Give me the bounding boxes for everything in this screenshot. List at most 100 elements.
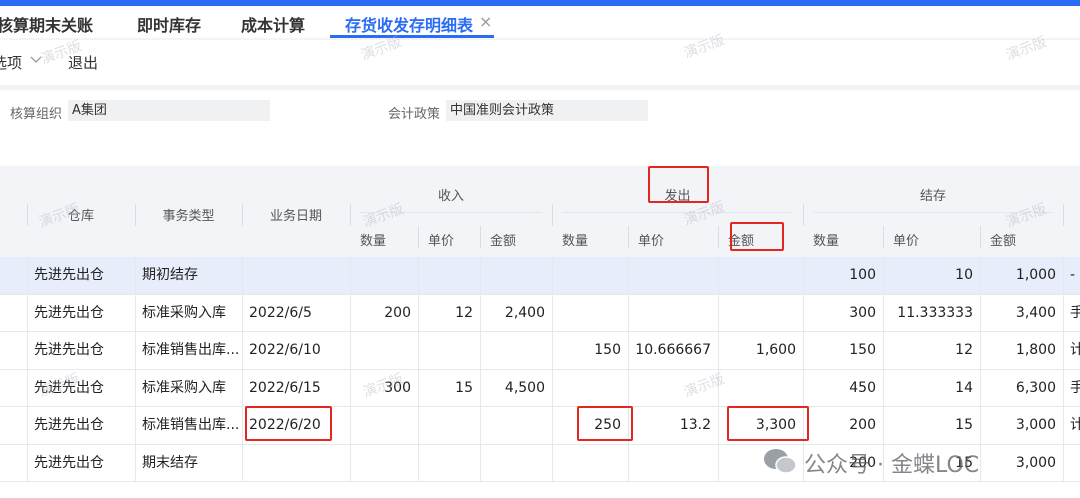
tab[interactable]: 核算期末关账 xyxy=(0,16,94,35)
cell-border xyxy=(718,444,719,482)
cell-border xyxy=(718,257,719,295)
table-cell: 11.333333 xyxy=(897,304,973,321)
table-cell: 2022/6/20 xyxy=(249,417,321,433)
highlight-box xyxy=(648,166,709,203)
table-cell: 15 xyxy=(455,379,473,396)
highlight-box xyxy=(730,222,784,251)
table-cell: 先进先出仓 xyxy=(34,454,104,471)
table-cell: 先进先出仓 xyxy=(34,417,104,433)
cell-border xyxy=(883,332,884,370)
group-header: 收入 xyxy=(437,189,464,204)
table-cell: 1,000 xyxy=(1015,267,1056,283)
cell-border xyxy=(552,444,553,482)
table-cell: 期末结存 xyxy=(142,454,198,471)
footer-watermark: 公众号 · 金蝶LOC xyxy=(804,453,980,478)
cell-border xyxy=(350,294,351,332)
column-header: 数量 xyxy=(562,234,589,249)
cell-border xyxy=(27,407,28,445)
cell-border xyxy=(27,257,28,295)
cell-border xyxy=(135,444,136,482)
tab-active[interactable]: 存货收发存明细表 xyxy=(345,16,474,35)
cell-border xyxy=(552,332,553,370)
cell-border xyxy=(135,407,136,445)
cell-border xyxy=(418,257,419,295)
table-cell: 200 xyxy=(384,304,411,321)
filter-input[interactable]: A集团 xyxy=(68,100,270,121)
cell-border xyxy=(1063,294,1064,332)
table-cell: 300 xyxy=(849,304,876,321)
table-cell: 150 xyxy=(594,342,621,358)
highlight-box xyxy=(577,406,633,441)
filter-label: 会计政策 xyxy=(388,107,441,122)
cell-border xyxy=(1063,407,1064,445)
filter-label: 核算组织 xyxy=(10,107,63,122)
filter-input[interactable]: 中国准则会计政策 xyxy=(446,100,648,121)
tab[interactable]: 成本计算 xyxy=(241,16,306,35)
cell-border xyxy=(242,444,243,482)
cell-border xyxy=(552,369,553,407)
table-cell: 15 xyxy=(955,454,973,471)
cell-border xyxy=(135,332,136,370)
table-cell: 先进先出仓 xyxy=(34,342,104,358)
options-button[interactable]: 选项 xyxy=(0,54,23,72)
cell-border xyxy=(628,407,629,445)
table-cell: 10 xyxy=(955,267,973,283)
column-header: 数量 xyxy=(360,234,387,249)
table-cell: 3,000 xyxy=(1015,417,1056,433)
cell-border xyxy=(242,257,243,295)
cell-border xyxy=(135,257,136,295)
header-divider xyxy=(980,226,981,248)
cell-border xyxy=(27,444,28,482)
header-divider xyxy=(883,226,884,248)
cell-border xyxy=(27,332,28,370)
table-cell: 标准销售出库... xyxy=(142,342,240,358)
group-header: 结存 xyxy=(919,189,946,204)
cell-border xyxy=(980,332,981,370)
cell-border xyxy=(418,407,419,445)
table-cell: - xyxy=(1070,267,1076,283)
header-divider xyxy=(562,212,793,213)
cell-border xyxy=(350,332,351,370)
table-row xyxy=(0,444,1080,482)
table-cell: 先进先出仓 xyxy=(34,379,104,396)
cell-border xyxy=(718,332,719,370)
column-header: 业务日期 xyxy=(269,209,322,224)
cell-border xyxy=(418,369,419,407)
tab-close[interactable]: × xyxy=(479,12,493,31)
table-cell: 2,400 xyxy=(504,304,545,321)
cell-border xyxy=(552,407,553,445)
cell-border xyxy=(27,369,28,407)
tab[interactable]: 即时库存 xyxy=(137,16,202,35)
table-row xyxy=(0,257,1080,295)
column-header: 单价 xyxy=(428,234,455,249)
dropdown-icon xyxy=(30,56,42,63)
cell-border xyxy=(980,407,981,445)
cell-border xyxy=(718,294,719,332)
cell-border xyxy=(480,257,481,295)
cell-border xyxy=(883,407,884,445)
column-header: 事务类型 xyxy=(162,209,215,224)
top-bar xyxy=(0,0,1080,6)
header-divider xyxy=(360,212,542,213)
cell-border xyxy=(980,369,981,407)
exit-button[interactable]: 退出 xyxy=(68,54,99,72)
cell-border xyxy=(1063,444,1064,482)
cell-border xyxy=(552,294,553,332)
table-row xyxy=(0,407,1080,445)
cell-border xyxy=(418,444,419,482)
cell-border xyxy=(883,444,884,482)
header-divider xyxy=(350,204,351,226)
table-cell: 3,400 xyxy=(1015,304,1056,321)
cell-border xyxy=(242,407,243,445)
column-header: 数量 xyxy=(813,234,840,249)
cell-border xyxy=(803,407,804,445)
cell-border xyxy=(480,407,481,445)
cell-border xyxy=(480,444,481,482)
header-divider xyxy=(480,226,481,248)
cell-border xyxy=(135,294,136,332)
cell-border xyxy=(628,444,629,482)
header-divider xyxy=(1063,204,1064,226)
table-cell: 2022/6/10 xyxy=(249,342,321,358)
table-cell: 450 xyxy=(849,379,876,396)
